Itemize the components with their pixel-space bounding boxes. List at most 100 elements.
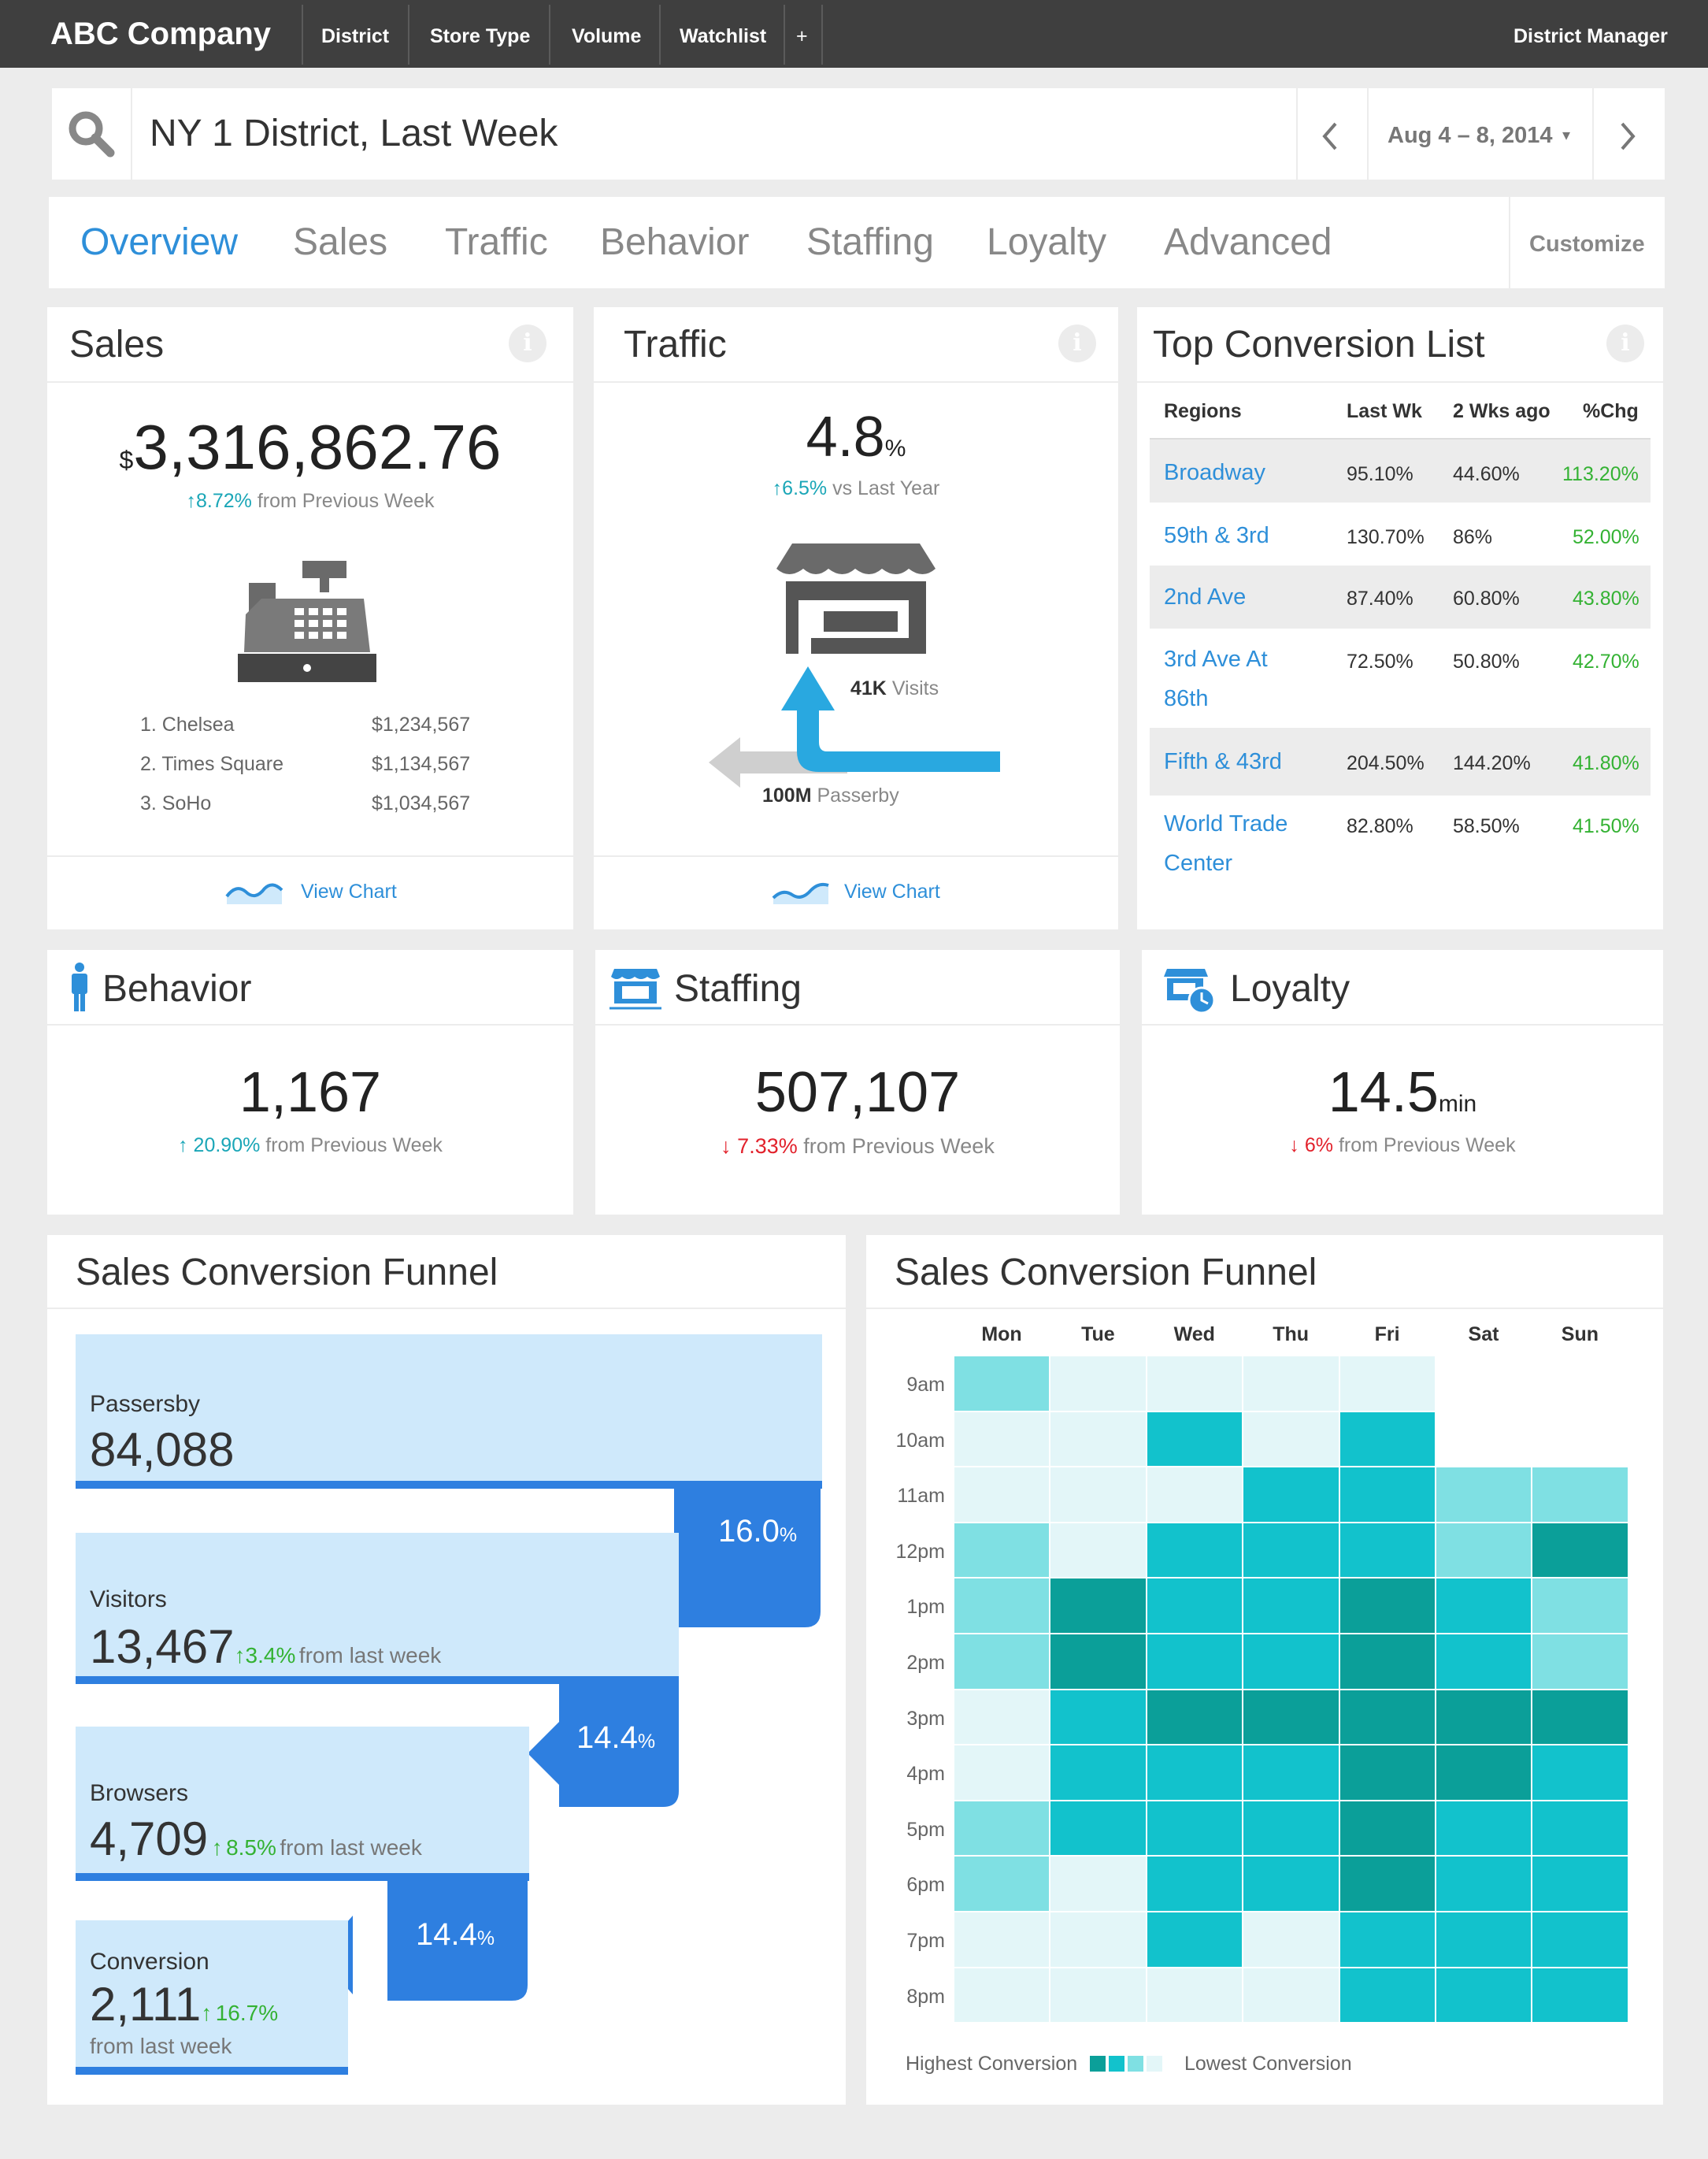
heatmap-cell[interactable] [1339,1578,1435,1633]
heatmap-cell[interactable] [1050,1467,1146,1522]
heatmap-cell[interactable] [954,1634,1050,1689]
heatmap-cell[interactable] [1050,1857,1146,1911]
heatmap-cell[interactable] [1532,1690,1628,1745]
heatmap-cell[interactable] [1339,1968,1435,2023]
heatmap-cell[interactable] [1050,1412,1146,1467]
heatmap-cell[interactable] [1147,1578,1243,1633]
nav-volume[interactable]: Volume [572,25,642,47]
heatmap-cell[interactable] [1050,1745,1146,1800]
sales-view-chart-link[interactable]: View Chart [301,881,397,903]
heatmap-cell[interactable] [954,1690,1050,1745]
tab-advanced[interactable]: Advanced [1164,221,1332,263]
heatmap-cell[interactable] [1243,1968,1339,2023]
heatmap-cell[interactable] [954,1745,1050,1800]
heatmap-cell[interactable] [1532,1467,1628,1522]
info-icon[interactable]: i [1058,325,1096,362]
heatmap-cell[interactable] [1436,1634,1532,1689]
heatmap-cell[interactable] [1243,1523,1339,1578]
heatmap-cell[interactable] [1436,1690,1532,1745]
column-header-two-weeks-ago[interactable]: 2 Wks ago [1453,400,1551,422]
heatmap-cell[interactable] [1436,1912,1532,1967]
funnel-stage-passersby[interactable] [76,1334,822,1481]
heatmap-cell[interactable] [1243,1467,1339,1522]
tab-traffic[interactable]: Traffic [445,221,548,263]
search-icon[interactable] [66,109,117,159]
heatmap-cell[interactable] [954,1467,1050,1522]
heatmap-cell[interactable] [1532,1634,1628,1689]
heatmap-cell[interactable] [1147,1745,1243,1800]
heatmap-cell[interactable] [1050,1801,1146,1856]
user-role-menu[interactable]: District Manager [1513,25,1668,47]
heatmap-cell[interactable] [1339,1745,1435,1800]
heatmap-cell[interactable] [1147,1412,1243,1467]
column-header-last-week[interactable]: Last Wk [1347,400,1422,422]
heatmap-cell[interactable] [954,1801,1050,1856]
heatmap-cell[interactable] [1532,1578,1628,1633]
funnel-stage-visitors[interactable] [76,1533,679,1676]
heatmap-cell[interactable] [1532,1857,1628,1911]
column-header-regions[interactable]: Regions [1164,400,1242,422]
nav-district[interactable]: District [321,25,390,47]
line-chart-icon[interactable] [225,877,283,906]
heatmap-cell[interactable] [1243,1412,1339,1467]
heatmap-cell[interactable] [1147,1857,1243,1911]
heatmap-cell[interactable] [1243,1634,1339,1689]
region-link-59th-and-3rd[interactable]: 59th & 3rd [1164,523,1269,548]
heatmap-cell[interactable] [1147,1356,1243,1411]
heatmap-cell[interactable] [1532,1801,1628,1856]
heatmap-cell[interactable] [1243,1912,1339,1967]
heatmap-cell[interactable] [954,1578,1050,1633]
heatmap-cell[interactable] [1339,1634,1435,1689]
heatmap-cell[interactable] [1339,1857,1435,1911]
tab-staffing[interactable]: Staffing [806,221,934,263]
region-link-fifth-and-43rd[interactable]: Fifth & 43rd [1164,749,1282,774]
heatmap-cell[interactable] [1436,1467,1532,1522]
heatmap-cell[interactable] [1436,1857,1532,1911]
heatmap-cell[interactable] [1050,1690,1146,1745]
tab-loyalty[interactable]: Loyalty [987,221,1107,263]
region-link-world-trade-center[interactable]: World Trade Center [1164,804,1287,883]
heatmap-cell[interactable] [1436,1578,1532,1633]
heatmap-cell[interactable] [1243,1745,1339,1800]
heatmap-cell[interactable] [1147,1968,1243,2023]
heatmap-cell[interactable] [1050,1912,1146,1967]
heatmap-cell[interactable] [1243,1801,1339,1856]
heatmap-cell[interactable] [954,1412,1050,1467]
line-chart-icon[interactable] [772,877,830,906]
tab-behavior[interactable]: Behavior [600,221,750,263]
next-week-button[interactable] [1603,114,1651,158]
heatmap-cell[interactable] [1339,1801,1435,1856]
funnel-stage-conversion[interactable] [76,1920,348,2067]
tab-overview[interactable]: Overview [80,221,239,263]
heatmap-cell[interactable] [1243,1857,1339,1911]
funnel-stage-browsers[interactable] [76,1727,529,1873]
nav-watchlist[interactable]: Watchlist [680,25,767,47]
heatmap-cell[interactable] [1050,1968,1146,2023]
date-range-select[interactable]: Aug 4 – 8, 2014 [1388,123,1553,148]
nav-store-type[interactable]: Store Type [430,25,531,47]
region-link-2nd-ave[interactable]: 2nd Ave [1164,584,1247,610]
nav-add-button[interactable]: + [796,25,808,47]
heatmap-cell[interactable] [1050,1356,1146,1411]
brand-logo[interactable]: ABC Company [50,17,272,51]
heatmap-cell[interactable] [954,1912,1050,1967]
tab-sales[interactable]: Sales [293,221,388,263]
heatmap-cell[interactable] [1243,1690,1339,1745]
customize-button[interactable]: Customize [1529,232,1645,257]
heatmap-cell[interactable] [954,1968,1050,2023]
heatmap-cell[interactable] [1339,1523,1435,1578]
heatmap-cell[interactable] [1532,1745,1628,1800]
heatmap-cell[interactable] [1339,1356,1435,1411]
heatmap-cell[interactable] [1339,1912,1435,1967]
heatmap-cell[interactable] [1050,1578,1146,1633]
region-link-3rd-ave-at-86th[interactable]: 3rd Ave At 86th [1164,640,1268,718]
heatmap-cell[interactable] [954,1857,1050,1911]
info-icon[interactable]: i [509,325,546,362]
heatmap-cell[interactable] [1436,1968,1532,2023]
heatmap-cell[interactable] [1532,1523,1628,1578]
heatmap-cell[interactable] [1436,1801,1532,1856]
heatmap-cell[interactable] [1243,1356,1339,1411]
chevron-down-icon[interactable]: ▾ [1562,127,1571,144]
heatmap-cell[interactable] [1147,1912,1243,1967]
heatmap-cell[interactable] [1339,1412,1435,1467]
